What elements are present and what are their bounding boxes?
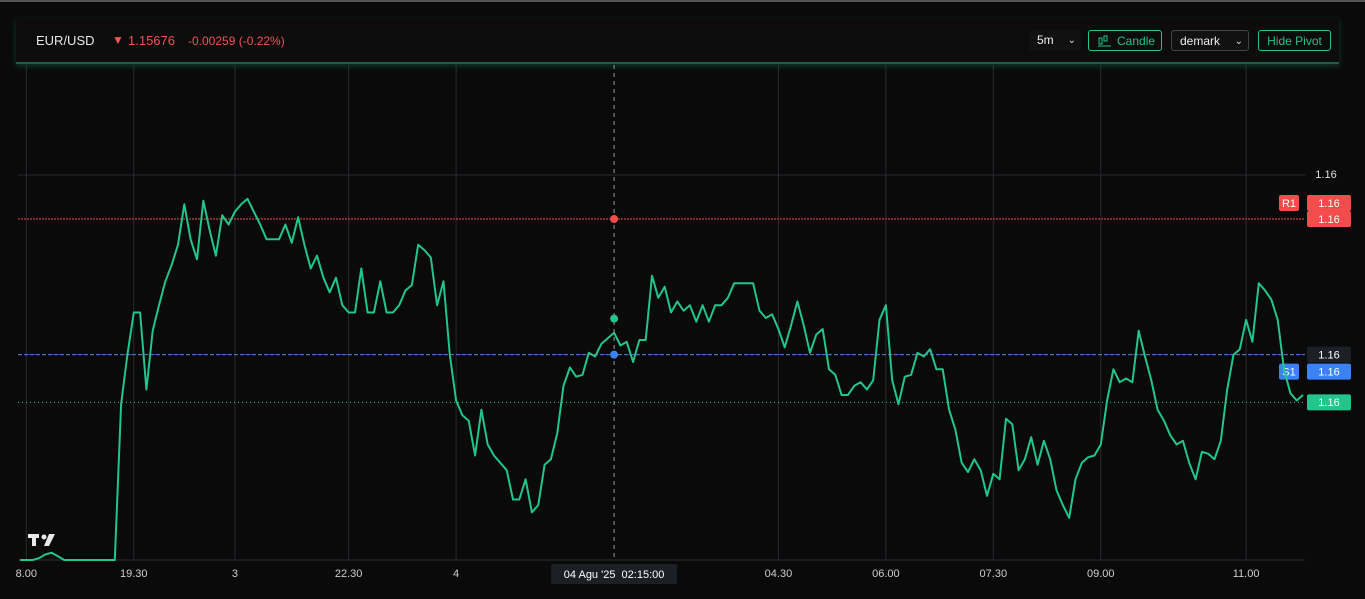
pivot-axis-label-bg: [1307, 211, 1351, 227]
x-tick-label: 11.00: [1233, 568, 1260, 580]
pivot-type: demark: [1180, 34, 1221, 48]
x-tick-label: 06.00: [872, 568, 900, 580]
last-price-label-bg: [1307, 394, 1351, 411]
crosshair-y-label: 1.16: [1318, 350, 1339, 362]
price-change: -0.00259 (-0.22%): [188, 34, 285, 48]
interval-select[interactable]: 5m ⌄: [1029, 30, 1081, 51]
toolbar: EUR/USD ▼ 1.15676 -0.00259 (-0.22%) 5m ⌄ …: [16, 18, 1339, 64]
crosshair-dot: [610, 350, 619, 359]
x-tick-label: 07.30: [980, 568, 1008, 580]
x-tick-label: 04.30: [765, 568, 793, 580]
x-tick-label: 3: [232, 568, 238, 580]
x-tick-label: 09.00: [1087, 568, 1115, 580]
x-tick-label: 4: [453, 568, 459, 580]
pivot-axis-label: 1.16: [1318, 214, 1339, 226]
pivot-toggle[interactable]: Hide Pivot: [1258, 30, 1331, 51]
chart-type-button[interactable]: Candle: [1088, 30, 1162, 51]
caret: ⌄: [1067, 35, 1076, 46]
crosshair-x-label-bg: [551, 564, 678, 584]
pivot-value: 1.16: [1318, 198, 1339, 210]
pivot-value-bg: [1307, 363, 1351, 380]
crosshair-y-label-bg: [1307, 346, 1351, 363]
x-tick-label: 19.30: [120, 568, 148, 580]
pivot-name-bg: [1279, 195, 1299, 211]
crosshair-x-label: 04 Agu '25 02:15:00: [564, 569, 665, 581]
caret: ⌄: [1234, 36, 1243, 47]
interval: 5m: [1037, 33, 1054, 47]
pivot-name: R1: [1282, 198, 1296, 210]
down-arrow: ▼: [112, 33, 124, 47]
pivot-value: 1.16: [1318, 367, 1339, 379]
crosshair-dot: [610, 314, 619, 323]
crosshair-dot: [610, 215, 619, 223]
symbol: EUR/USD: [36, 33, 95, 48]
y-tick-label: 1.16: [1315, 169, 1336, 181]
price-line: [20, 197, 1304, 561]
last-price: 1.15676: [128, 33, 175, 48]
tv-logo: [28, 534, 55, 546]
pivot-select[interactable]: demark ⌄: [1171, 30, 1249, 51]
x-tick-label: 8.00: [16, 568, 37, 580]
window-edge: [0, 0, 1365, 2]
pivot-value-bg: [1307, 195, 1351, 211]
chart-type: Candle: [1117, 34, 1156, 48]
x-tick-label: 22.30: [335, 568, 363, 580]
candle-icon: [1098, 35, 1111, 47]
last-price-label: 1.16: [1318, 397, 1339, 409]
